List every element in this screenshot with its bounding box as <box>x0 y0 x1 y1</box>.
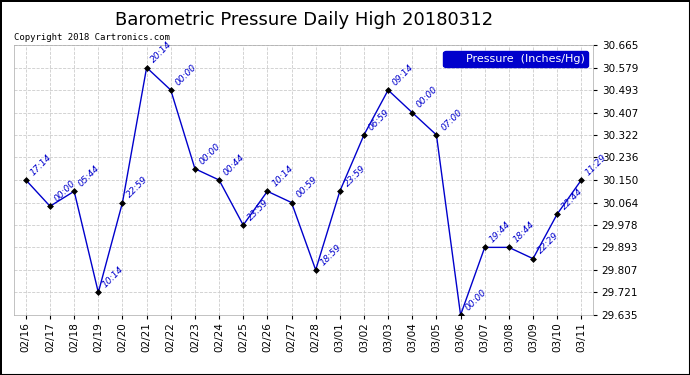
Text: 10:14: 10:14 <box>270 164 295 189</box>
Text: 00:59: 00:59 <box>295 175 319 200</box>
Text: 23:59: 23:59 <box>246 198 270 222</box>
Text: 00:00: 00:00 <box>53 178 77 203</box>
Text: 18:59: 18:59 <box>319 242 343 267</box>
Text: 09:14: 09:14 <box>391 63 415 87</box>
Text: 17:14: 17:14 <box>29 153 53 177</box>
Text: 00:00: 00:00 <box>198 141 222 166</box>
Text: 19:44: 19:44 <box>488 220 512 245</box>
Text: 00:00: 00:00 <box>174 63 198 87</box>
Text: Copyright 2018 Cartronics.com: Copyright 2018 Cartronics.com <box>14 33 170 42</box>
Text: 11:29: 11:29 <box>584 153 609 177</box>
Text: 00:44: 00:44 <box>222 153 246 177</box>
Text: 00:00: 00:00 <box>464 288 488 312</box>
Legend: Pressure  (Inches/Hg): Pressure (Inches/Hg) <box>444 51 588 67</box>
Text: 00:00: 00:00 <box>415 85 440 110</box>
Text: 10:14: 10:14 <box>101 265 126 290</box>
Text: 18:44: 18:44 <box>512 220 536 245</box>
Text: 22:29: 22:29 <box>536 231 560 256</box>
Text: 22:59: 22:59 <box>126 175 150 200</box>
Text: 07:00: 07:00 <box>440 107 464 132</box>
Text: 22:44: 22:44 <box>560 186 584 211</box>
Text: 20:14: 20:14 <box>150 40 174 65</box>
Text: 23:59: 23:59 <box>343 164 367 189</box>
Text: Barometric Pressure Daily High 20180312: Barometric Pressure Daily High 20180312 <box>115 11 493 29</box>
Text: 05:44: 05:44 <box>77 164 101 189</box>
Text: 06:59: 06:59 <box>367 107 391 132</box>
